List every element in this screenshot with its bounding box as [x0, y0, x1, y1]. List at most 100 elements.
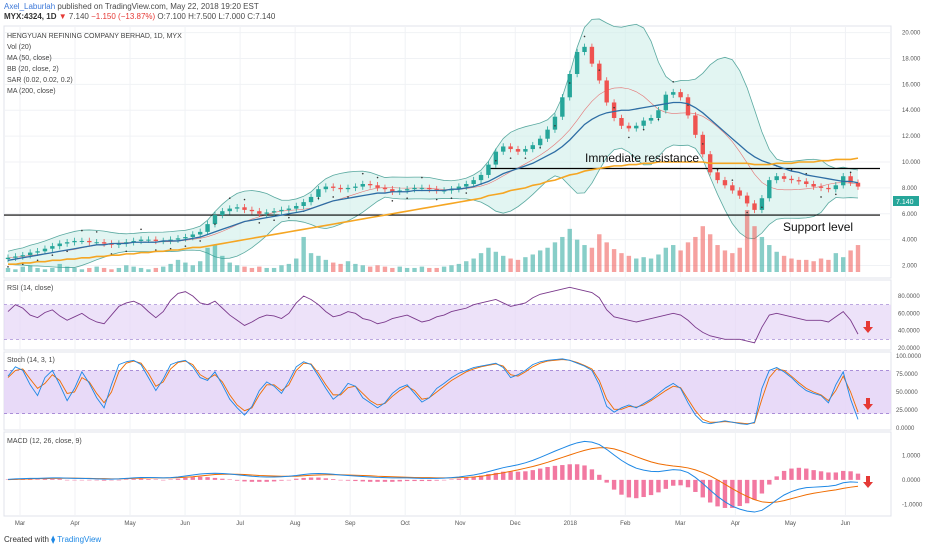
- volume-bar: [744, 210, 750, 272]
- candle-body: [227, 208, 232, 212]
- volume-bar: [257, 266, 262, 272]
- candle-body: [781, 176, 787, 179]
- volume-bar: [464, 261, 469, 272]
- sar-dot: [495, 159, 497, 162]
- published-text: published on TradingView.com, May 22, 20…: [57, 2, 259, 11]
- volume-bar: [101, 267, 107, 272]
- macd-histogram-bar: [634, 479, 639, 499]
- x-tick-label: Mar: [15, 521, 25, 527]
- grid: [4, 26, 891, 516]
- down-arrow-icon: ▼: [58, 12, 67, 21]
- volume-bar: [279, 265, 284, 272]
- candle-body: [212, 215, 218, 225]
- macd-histogram-bar: [744, 479, 750, 504]
- macd-histogram-bar: [353, 479, 358, 482]
- sar-dot: [214, 223, 216, 225]
- legend-ma50: MA (50, close): [7, 55, 52, 62]
- sar-dot: [184, 245, 187, 247]
- volume-bar: [271, 267, 277, 272]
- volume-bar: [27, 265, 33, 272]
- tradingview-brand[interactable]: TradingView: [57, 535, 102, 544]
- macd-histogram-bar: [508, 471, 513, 480]
- sar-dot: [199, 240, 201, 242]
- sar-dot: [790, 168, 793, 171]
- macd-histogram-bar: [493, 472, 499, 480]
- ma50-line: [7, 101, 859, 261]
- stoch-series: [4, 358, 891, 425]
- candle-body: [382, 187, 388, 190]
- macd-histogram-bar: [375, 479, 380, 482]
- volume-bar: [537, 250, 543, 272]
- sar-dot: [435, 198, 438, 201]
- candle-body: [501, 146, 506, 152]
- macd-histogram-bar: [611, 479, 617, 490]
- sar-dot: [36, 259, 39, 262]
- candle-body: [419, 187, 425, 189]
- macd-histogram-bar: [715, 479, 720, 507]
- sar-dot: [761, 206, 763, 209]
- candle-body: [42, 248, 48, 252]
- candle-body: [338, 187, 343, 190]
- macd-histogram-bar: [116, 479, 122, 481]
- candle-body: [101, 242, 107, 244]
- volume-bar: [13, 269, 18, 272]
- volume-bar: [626, 255, 632, 272]
- volume-bar: [737, 247, 742, 272]
- symbol: MYX:4324, 1D: [4, 12, 57, 21]
- legend-bb: BB (20, close, 2): [7, 66, 59, 73]
- x-tick-label: Nov: [455, 521, 466, 527]
- candle-body: [774, 176, 779, 181]
- macd-histogram-bar: [138, 478, 144, 480]
- candle-body: [286, 208, 292, 210]
- candle-body: [744, 195, 750, 204]
- candle-body: [722, 180, 728, 186]
- volume-bar: [168, 263, 173, 272]
- candle-body: [796, 180, 802, 182]
- candle-body: [375, 185, 380, 188]
- candle-body: [641, 120, 646, 126]
- macd-histogram-bar: [759, 479, 765, 494]
- volume-bar: [685, 242, 691, 272]
- candle-body: [671, 92, 676, 95]
- volume-bar: [774, 251, 779, 272]
- volume-bar: [42, 269, 48, 272]
- volume-bar: [471, 258, 476, 272]
- sar-dot: [7, 266, 9, 268]
- candle-body: [427, 187, 432, 190]
- price-tick-label: 18.000: [902, 56, 921, 62]
- sar-dot: [701, 143, 704, 145]
- volume-bar: [700, 226, 705, 272]
- macd-histogram-bar: [574, 464, 580, 480]
- candle-body: [308, 196, 314, 203]
- candle-body: [552, 116, 558, 130]
- volume-bar: [227, 262, 232, 272]
- sar-dot: [450, 197, 453, 200]
- candle-body: [515, 149, 521, 152]
- macd-histogram-bar: [124, 479, 129, 480]
- volume-bar: [131, 266, 136, 272]
- author-link[interactable]: Axel_Laburlah: [4, 2, 56, 11]
- symbol-info: MYX:4324, 1D ▼ 7.140 −1.150 (−13.87%) O:…: [4, 12, 275, 22]
- chart-title: HENGYUAN REFINING COMPANY BERHAD, 1D, MY…: [7, 33, 182, 40]
- macd-histogram-bar: [419, 479, 425, 482]
- macd-histogram-bar: [427, 479, 432, 482]
- volume-bar: [183, 262, 188, 272]
- volume-bar: [57, 263, 62, 272]
- volume-bar: [197, 261, 203, 272]
- macd-histogram-bar: [212, 477, 218, 480]
- macd-histogram-bar: [183, 477, 188, 480]
- created-with: Created with: [4, 535, 49, 544]
- volume-bar: [656, 254, 661, 272]
- macd-histogram-bar: [478, 475, 484, 480]
- macd-histogram-bar: [441, 479, 447, 481]
- candle-body: [486, 164, 491, 175]
- macd-histogram-bar: [678, 479, 683, 486]
- macd-histogram-bar: [331, 479, 336, 480]
- bollinger-fill: [8, 18, 858, 268]
- macd-histogram-bar: [818, 471, 824, 480]
- volume-bar: [515, 259, 521, 272]
- volume-bar: [722, 250, 728, 272]
- candle-body: [138, 239, 144, 241]
- volume-bar: [855, 245, 861, 272]
